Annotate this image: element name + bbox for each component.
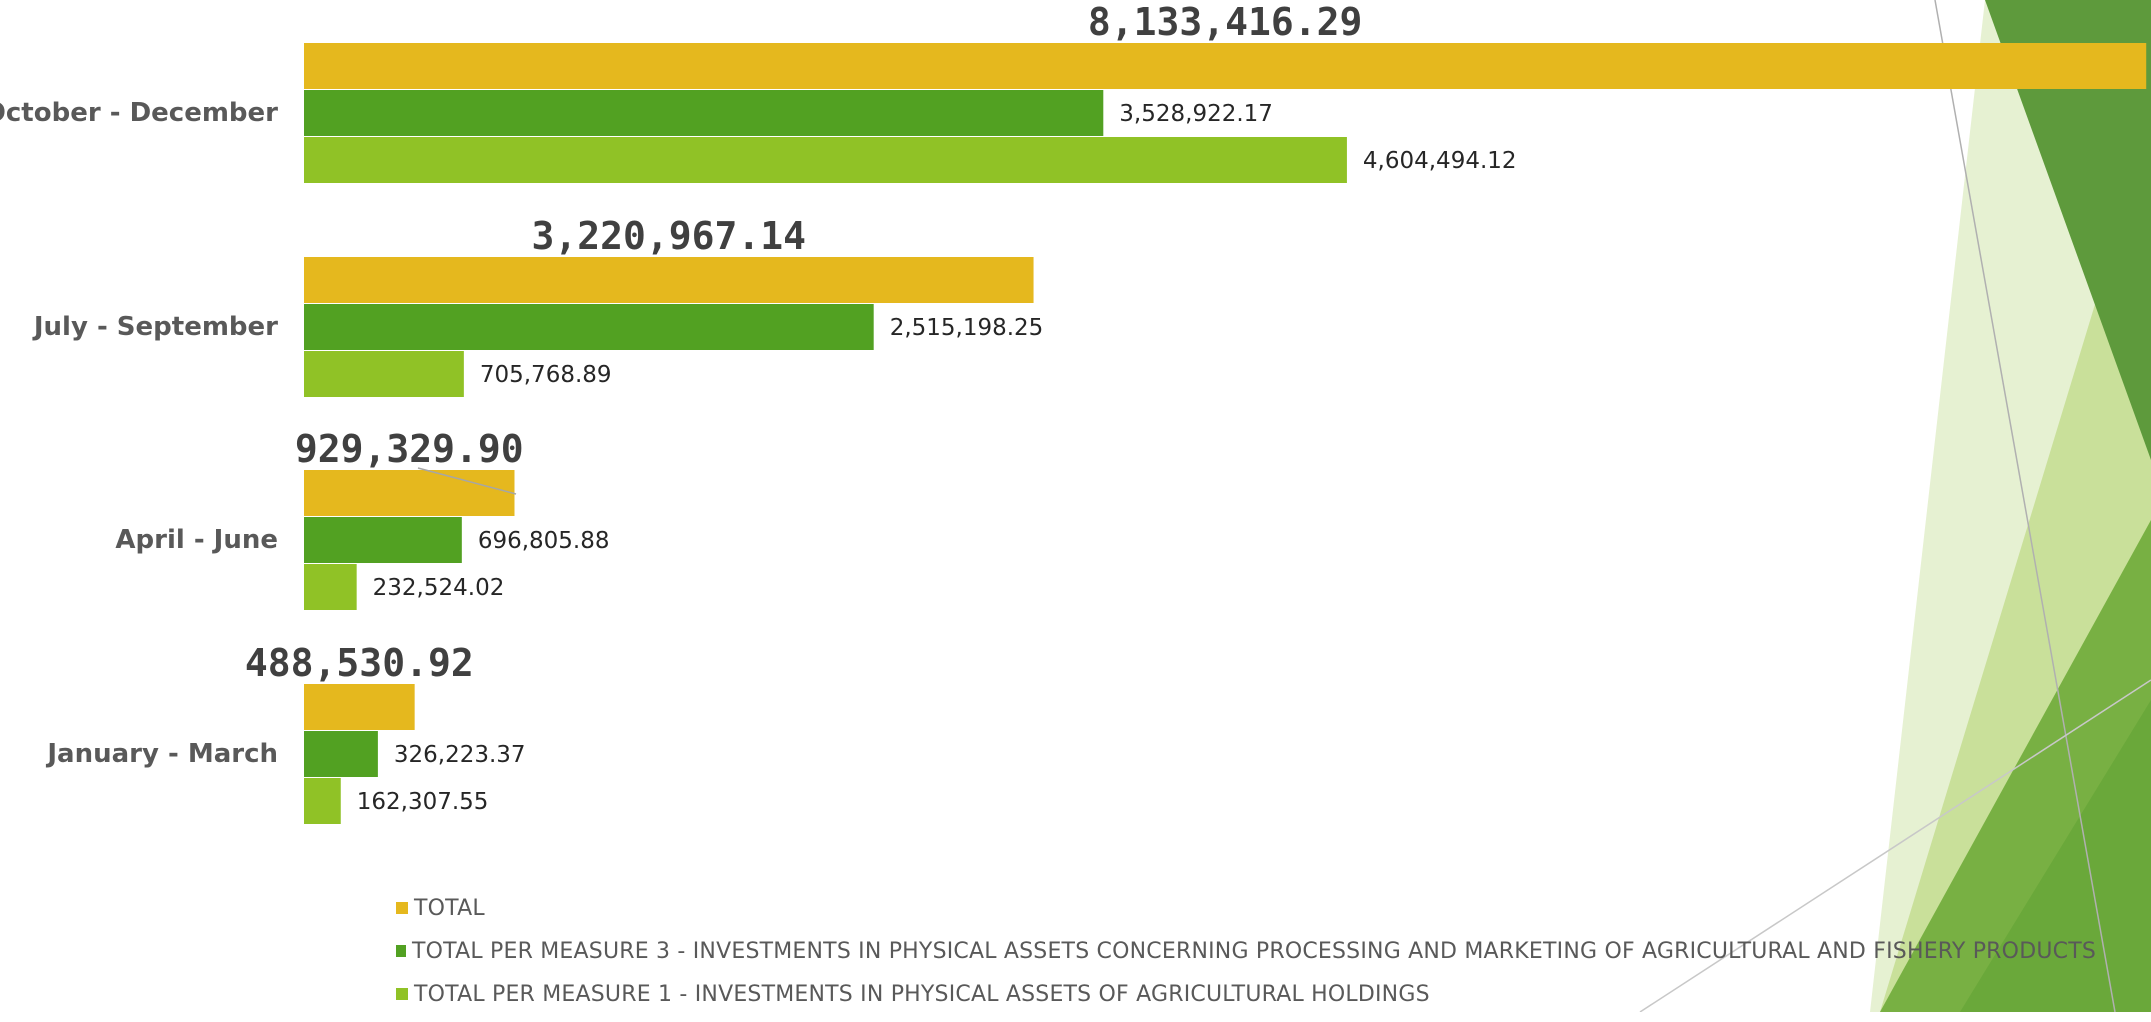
data-label-total-april-june: 929,329.90 — [295, 427, 524, 471]
bar-measure-1-october-december — [304, 137, 1347, 183]
data-label-measure-3-january-march: 326,223.37 — [394, 742, 526, 768]
legend-swatch-measure-3 — [396, 945, 407, 957]
data-label-total-july-september: 3,220,967.14 — [532, 214, 807, 258]
bar-measure-3-january-march — [304, 731, 378, 777]
category-label-october-december: October - December — [0, 98, 278, 128]
legend-label-measure-1: TOTAL PER MEASURE 1 - INVESTMENTS IN PHY… — [414, 981, 1430, 1007]
bar-measure-1-january-march — [304, 778, 341, 824]
decor-line-1 — [1934, 0, 2116, 1012]
bar-total-january-march — [304, 684, 415, 730]
decor-shape-dark-2 — [1960, 700, 2151, 1012]
chart-legend: TOTAL TOTAL PER MEASURE 3 - INVESTMENTS … — [396, 893, 2096, 1022]
data-label-measure-3-april-june: 696,805.88 — [478, 528, 610, 554]
chart-marks: October - December 8,133,416.29 3,528,922.… — [0, 0, 2147, 824]
category-label-april-june: April - June — [115, 525, 278, 555]
decor-line-2 — [1639, 679, 2151, 1012]
bar-total-april-june — [304, 470, 515, 516]
data-label-total-october-december: 8,133,416.29 — [1088, 0, 1363, 44]
bar-measure-1-april-june — [304, 564, 357, 610]
bar-measure-3-april-june — [304, 517, 462, 563]
legend-item-total: TOTAL — [396, 893, 2096, 923]
legend-label-total: TOTAL — [414, 895, 485, 921]
data-label-measure-1-january-march: 162,307.55 — [357, 789, 489, 815]
bar-measure-1-july-september — [304, 351, 464, 397]
data-label-measure-1-april-june: 232,524.02 — [373, 575, 505, 601]
legend-swatch-measure-1 — [396, 988, 408, 1000]
data-label-measure-1-october-december: 4,604,494.12 — [1363, 148, 1517, 174]
data-label-total-january-march: 488,530.92 — [245, 641, 474, 685]
leader-line — [417, 467, 517, 495]
bar-total-july-september — [304, 257, 1034, 303]
data-label-measure-3-july-september: 2,515,198.25 — [890, 315, 1044, 341]
bar-measure-3-july-september — [304, 304, 874, 350]
legend-item-measure-1: TOTAL PER MEASURE 1 - INVESTMENTS IN PHY… — [396, 979, 2096, 1009]
legend-label-measure-3: TOTAL PER MEASURE 3 - INVESTMENTS IN PHY… — [412, 938, 2096, 964]
data-label-measure-3-october-december: 3,528,922.17 — [1119, 101, 1273, 127]
category-label-january-march: January - March — [45, 739, 278, 769]
legend-item-measure-3: TOTAL PER MEASURE 3 - INVESTMENTS IN PHY… — [396, 936, 2096, 966]
bar-total-october-december — [304, 43, 2147, 89]
legend-swatch-total — [396, 902, 408, 914]
data-label-measure-1-july-september: 705,768.89 — [480, 362, 612, 388]
decor-shape-dark-1 — [1985, 0, 2151, 460]
bar-measure-3-october-december — [304, 90, 1104, 136]
category-label-july-september: July - September — [32, 312, 278, 342]
